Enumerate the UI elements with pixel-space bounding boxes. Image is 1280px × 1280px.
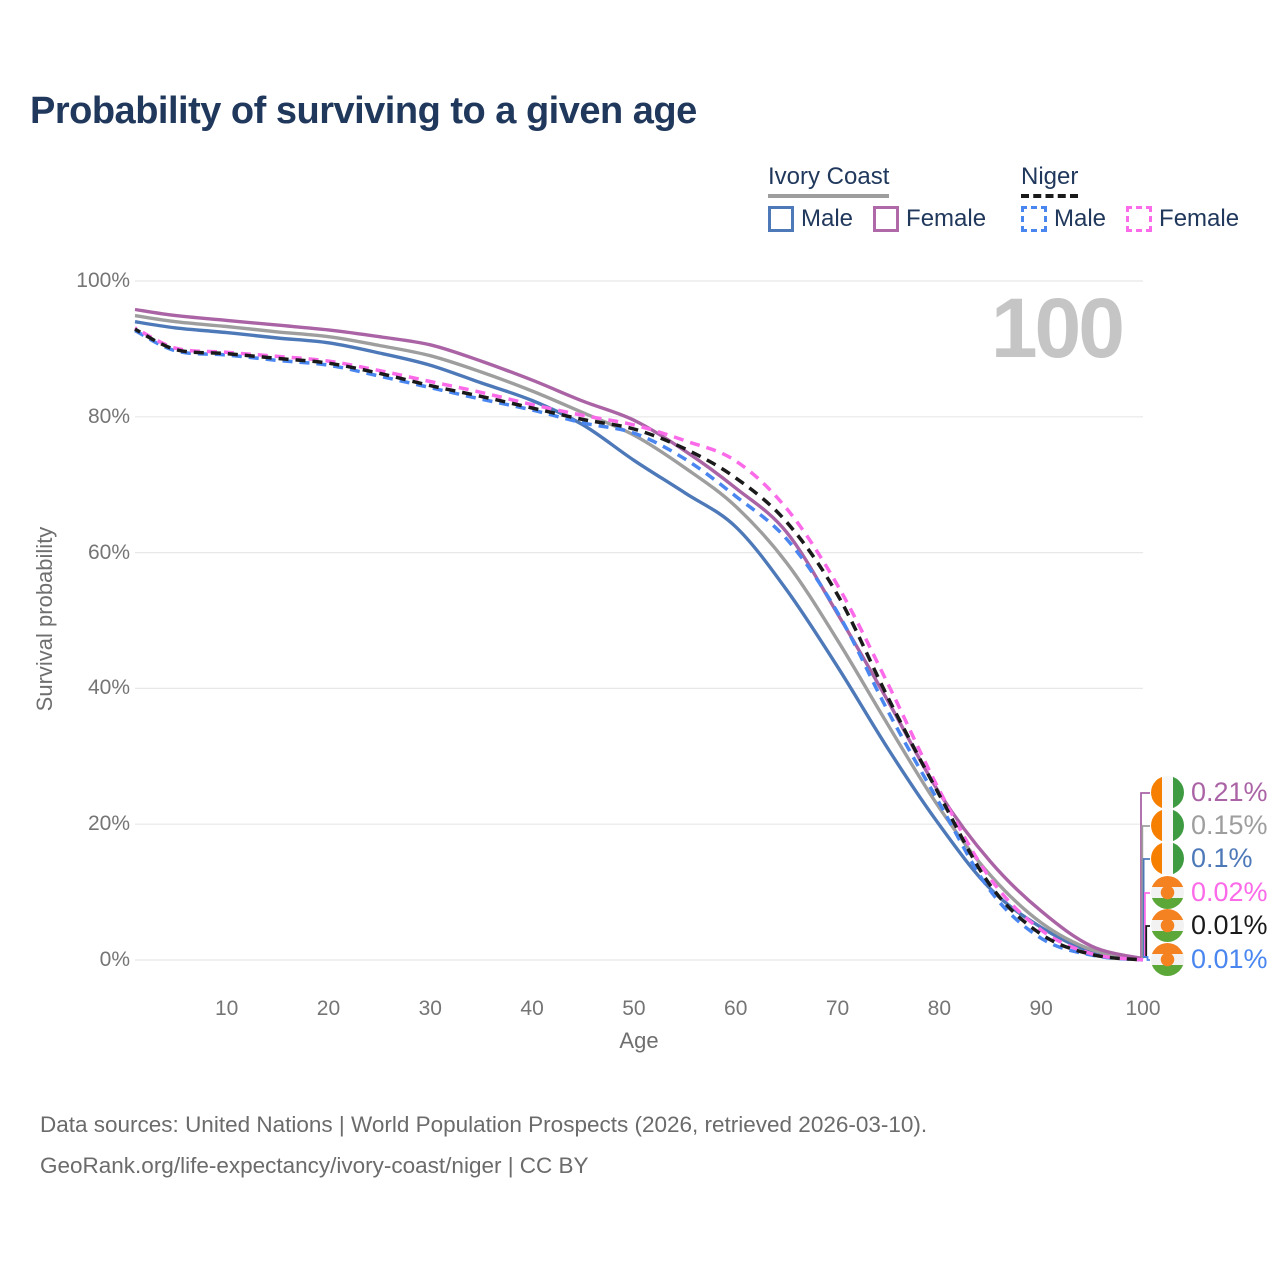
ivory-coast-flag-icon <box>1151 809 1184 842</box>
x-tick-100: 100 <box>1125 997 1161 1020</box>
end-label-ivory-coast: 0.15% <box>1151 809 1268 842</box>
x-axis-title: Age <box>619 1028 659 1053</box>
leader-lines <box>1140 792 1150 961</box>
x-tick-70: 70 <box>825 997 850 1020</box>
x-tick-50: 50 <box>622 997 646 1020</box>
x-tick-10: 10 <box>214 997 239 1020</box>
footer-datasource-line: Data sources: United Nations | World Pop… <box>40 1112 928 1137</box>
end-label-niger-male: 0.01% <box>1151 943 1268 976</box>
footer-attribution-line: GeoRank.org/life-expectancy/ivory-coast/… <box>40 1153 589 1178</box>
end-label-value: 0.02% <box>1191 877 1268 907</box>
line-ivory-coast-male[interactable] <box>134 320 1144 961</box>
x-tick-80: 80 <box>927 997 952 1020</box>
gridlines <box>135 280 1143 961</box>
legend-label-niger-female: Female <box>1159 205 1240 232</box>
y-tick-100: 100% <box>76 269 130 292</box>
niger-flag-icon <box>1151 909 1184 942</box>
legend-item-ivory-coast-male[interactable]: Male <box>768 205 853 233</box>
line-niger-male[interactable] <box>134 329 1144 962</box>
line-niger-female[interactable] <box>134 326 1144 962</box>
legend-item-niger-male[interactable]: Male <box>1021 205 1106 233</box>
leader-ivory-coast <box>1141 825 1150 958</box>
end-label-value: 0.15% <box>1191 810 1268 840</box>
end-label-value: 0.01% <box>1191 910 1268 940</box>
legend-label-niger-male: Male <box>1054 205 1107 232</box>
line-niger[interactable] <box>134 327 1144 962</box>
legend-label-ivory-coast-male: Male <box>801 205 854 232</box>
legend-country-niger[interactable]: Niger <box>1021 163 1079 198</box>
x-tick-20: 20 <box>316 997 341 1020</box>
niger-female-swatch[interactable] <box>1126 206 1153 232</box>
legend-item-ivory-coast-female[interactable]: Female <box>873 205 986 233</box>
y-tick-40: 40% <box>87 676 130 700</box>
end-label-ivory-coast-female: 0.21% <box>1151 776 1268 809</box>
leader-niger-male <box>1143 956 1150 961</box>
niger-male-swatch[interactable] <box>1021 206 1047 232</box>
legend-item-niger-female[interactable]: Female <box>1126 205 1239 233</box>
end-label-value: 0.21% <box>1191 777 1268 807</box>
ivory-coast-flag-icon <box>1151 842 1184 875</box>
age-watermark: 100 <box>990 281 1125 375</box>
page-title: Probability of surviving to a given age <box>30 90 697 132</box>
x-tick-30: 30 <box>418 997 442 1020</box>
legend-country-ivory-coast[interactable]: Ivory Coast <box>768 163 890 198</box>
ivory-coast-male-swatch[interactable] <box>768 206 794 232</box>
x-tick-40: 40 <box>520 997 544 1020</box>
series-lines <box>134 307 1144 962</box>
end-label-value: 0.1% <box>1191 843 1253 873</box>
niger-flag-icon <box>1151 943 1184 976</box>
y-tick-20: 20% <box>87 812 130 836</box>
ivory-coast-female-swatch[interactable] <box>873 206 900 232</box>
x-tick-60: 60 <box>724 997 748 1020</box>
legend-group-ivory-coast: Ivory Coast Male Female <box>768 163 986 233</box>
y-tick-0: 0% <box>99 948 130 971</box>
end-label-value: 0.01% <box>1191 944 1268 974</box>
legend-label-ivory-coast-female: Female <box>906 205 987 232</box>
x-tick-90: 90 <box>1029 997 1053 1020</box>
niger-flag-icon <box>1151 876 1184 909</box>
end-label-niger-female: 0.02% <box>1151 876 1268 909</box>
line-ivory-coast-female[interactable] <box>134 307 1144 961</box>
legend-group-niger: Niger Male Female <box>1021 163 1239 233</box>
footer: Data sources: United Nations | World Pop… <box>40 1104 927 1186</box>
end-label-ivory-coast-male: 0.1% <box>1151 842 1253 875</box>
ivory-coast-flag-icon <box>1151 776 1184 809</box>
y-tick-80: 80% <box>87 404 130 428</box>
y-tick-60: 60% <box>87 540 130 564</box>
end-label-niger: 0.01% <box>1151 909 1268 942</box>
